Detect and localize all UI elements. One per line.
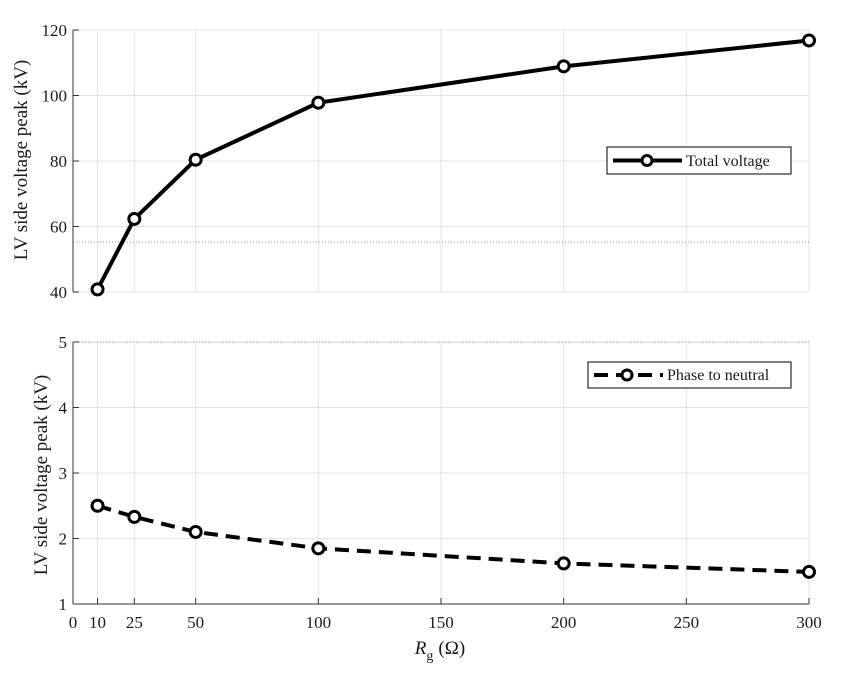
top-y-tick-label-100: 100: [42, 87, 68, 106]
x-tick-label-25: 25: [126, 613, 143, 632]
top-point-x300: [802, 33, 816, 48]
bottom-point-x10: [90, 498, 105, 513]
top-y-axis-label: LV side voltage peak (kV): [11, 60, 32, 261]
x-tick-label-100: 100: [306, 613, 332, 632]
top-legend: Total voltage: [606, 146, 792, 175]
top-point-x50: [188, 152, 203, 167]
top-y-tick-label-120: 120: [42, 21, 68, 40]
x-axis-label-symbol: R: [414, 638, 427, 659]
x-tick-label-10: 10: [89, 613, 106, 632]
bottom-legend-label: Phase to neutral: [667, 367, 770, 384]
x-axis-label-unit: (Ω): [438, 638, 465, 659]
top-legend-label: Total voltage: [686, 153, 770, 170]
top-point-x25: [127, 211, 142, 226]
x-tick-label-0: 0: [69, 613, 78, 632]
bottom-point-x200: [556, 556, 571, 571]
top-series-line: [95, 38, 810, 291]
top-point-x200: [556, 59, 571, 74]
x-tick-label-150: 150: [428, 613, 454, 632]
bottom-y-axis-label: LV side voltage peak (kV): [31, 375, 52, 576]
bottom-series-phase-to-neutral: [90, 498, 816, 579]
bottom-y-tick-label-1: 1: [59, 595, 68, 614]
top-panel: 40 60 80 100 120 LV side voltage peak (kV) T…: [11, 21, 816, 302]
x-tick-label-300: 300: [796, 613, 822, 632]
top-axes: 40 60 80 100 120: [42, 21, 79, 302]
top-y-tick-label-40: 40: [50, 283, 67, 302]
top-legend-marker-sample: [640, 154, 654, 167]
x-axis-label-subscript: g: [426, 649, 433, 664]
bottom-legend-marker-sample: [620, 368, 634, 382]
top-y-tick-label-60: 60: [50, 218, 67, 237]
bottom-point-x300: [802, 564, 816, 579]
x-tick-label-200: 200: [551, 613, 577, 632]
x-tick-label-250: 250: [674, 613, 700, 632]
x-tick-label-50: 50: [187, 613, 204, 632]
top-point-x100: [311, 95, 326, 110]
bottom-point-x100: [311, 541, 326, 556]
top-y-tick-label-80: 80: [50, 152, 67, 171]
bottom-y-tick-label-5: 5: [59, 333, 68, 352]
bottom-legend: Phase to neutral: [587, 361, 792, 389]
top-point-x10: [90, 282, 105, 297]
bottom-point-x25: [127, 509, 142, 524]
bottom-y-tick-label-3: 3: [59, 464, 68, 483]
bottom-point-x50: [188, 524, 203, 539]
x-axis-label: Rg (Ω): [414, 638, 465, 664]
bottom-y-tick-label-2: 2: [59, 530, 68, 549]
top-series-total-voltage: [90, 33, 816, 297]
bottom-y-tick-label-4: 4: [59, 399, 68, 418]
